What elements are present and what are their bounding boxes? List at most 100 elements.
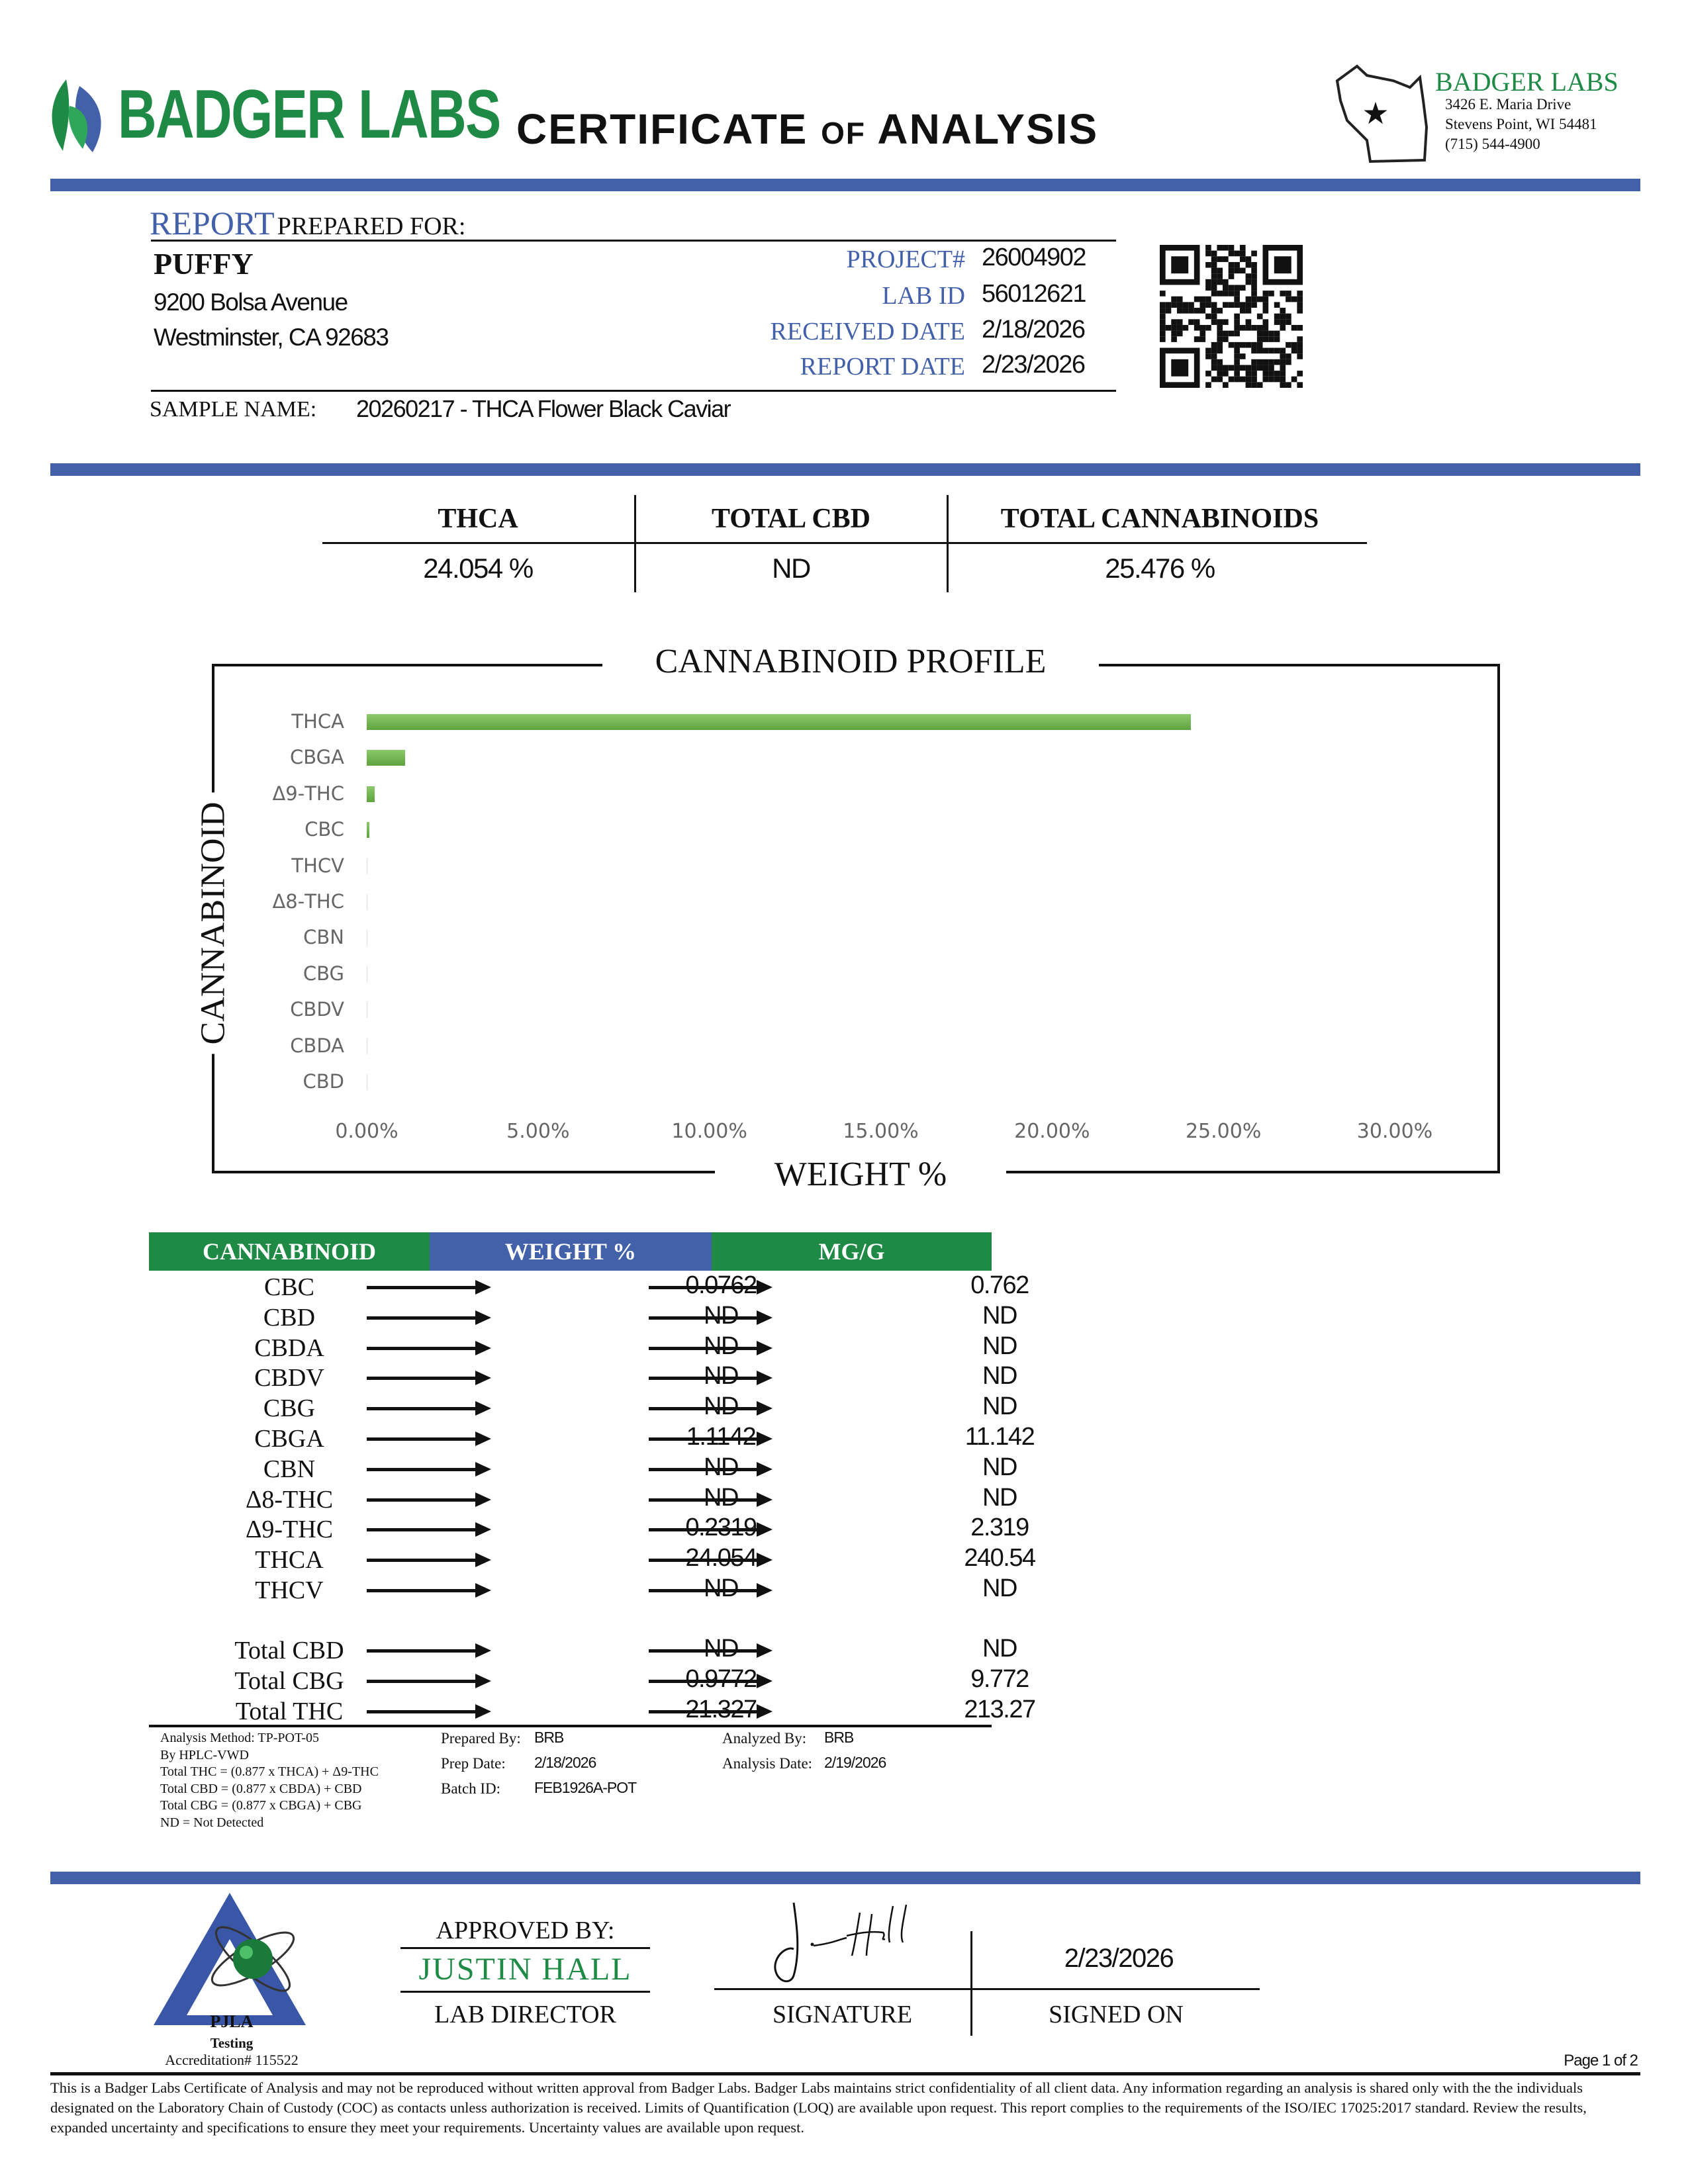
mg-value: ND (982, 1392, 1017, 1421)
weight-value: 0.2319 (685, 1514, 757, 1542)
arrow-icon (649, 1522, 773, 1537)
arrow-icon (649, 1461, 773, 1477)
mg-value: 0.762 (970, 1271, 1029, 1299)
mg-value: ND (982, 1453, 1017, 1481)
prepared-by-label: Prepared By: (441, 1730, 521, 1747)
received-date-label: RECEIVED DATE (770, 318, 965, 345)
approved-by-label: APPROVED BY: (436, 1917, 615, 1944)
table-row: Δ9-THC 0.2319 2.319 (149, 1514, 1029, 1545)
summary-thca-value: 24.054 % (423, 553, 534, 584)
divider (400, 1991, 650, 1993)
wisconsin-map-icon: ★ (1335, 64, 1429, 163)
arrow-icon (367, 1553, 491, 1568)
header-mg-g: MG/G (712, 1232, 992, 1271)
method-note: ND = Not Detected (160, 1815, 264, 1830)
weight-value: 0.0762 (685, 1271, 757, 1299)
signature-label: SIGNATURE (772, 2001, 913, 2028)
page-number: Page 1 of 2 (1564, 2052, 1638, 2070)
divider (714, 1988, 1260, 1990)
divider (50, 2072, 1640, 2075)
arrow-icon (649, 1704, 773, 1719)
cannabinoid-name: Δ9-THC (245, 1516, 334, 1544)
cannabinoid-name: CBG (263, 1394, 316, 1423)
table-row: CBDA ND ND (149, 1332, 1017, 1363)
divider (970, 1931, 972, 2036)
method-note: Analysis Method: TP-POT-05 (160, 1731, 320, 1745)
summary-total-cbd-label: TOTAL CBD (711, 504, 871, 534)
x-tick-label: 0.00% (335, 1120, 399, 1143)
arrow-icon (649, 1371, 773, 1386)
qr-code[interactable] (1158, 245, 1304, 388)
mg-value: 9.772 (970, 1664, 1029, 1693)
lab-name: BADGER LABS (1435, 67, 1618, 97)
table-row: CBGA 1.1142 11.142 (149, 1423, 1035, 1454)
weight-value: ND (704, 1574, 739, 1602)
cannabinoid-name: Total CBD (234, 1637, 344, 1664)
cannabinoid-name: Total CBG (234, 1666, 344, 1695)
category-label: Δ8-THC (272, 890, 344, 913)
summary-thca-label: THCA (438, 504, 518, 534)
signature-image (774, 1902, 908, 1983)
arrow-icon (649, 1583, 773, 1598)
prepared-for-label: PREPARED FOR: (277, 212, 466, 240)
category-label: THCV (291, 854, 344, 877)
batch-id-label: Batch ID: (441, 1780, 501, 1797)
arrow-icon (367, 1280, 491, 1295)
title-part1: CERTIFICATE (516, 105, 808, 153)
bar (367, 822, 369, 839)
analysis-date-label: Analysis Date: (722, 1755, 813, 1772)
bar (367, 714, 1192, 730)
arrow-icon (367, 1583, 491, 1598)
lab-address2: Stevens Point, WI 54481 (1445, 116, 1597, 132)
arrow-icon (649, 1340, 773, 1355)
logo-text: BADGER LABS (118, 76, 501, 153)
divider (400, 1947, 650, 1949)
x-tick-label: 25.00% (1185, 1120, 1262, 1143)
table-row: Total CBD ND ND (149, 1635, 1017, 1666)
divider (634, 495, 636, 592)
table-row: CBG ND ND (149, 1393, 1018, 1424)
report-date-value: 2/23/2026 (982, 351, 1086, 379)
x-tick-label: 30.00% (1356, 1120, 1433, 1143)
cannabinoid-name: CBN (263, 1455, 316, 1483)
client-city: Westminster, CA 92683 (154, 324, 389, 351)
mg-value: 213.27 (964, 1695, 1036, 1723)
table-row: CBDV ND ND (149, 1363, 1017, 1393)
weight-value: ND (704, 1635, 739, 1662)
lab-id-value: 56012621 (982, 280, 1087, 308)
arrow-icon (367, 1371, 491, 1386)
document-title: CERTIFICATE OF ANALYSIS (516, 105, 1098, 154)
bar (367, 750, 405, 766)
category-label: CBGA (290, 746, 344, 769)
category-label: THCA (291, 710, 344, 733)
sample-name-label: SAMPLE NAME: (150, 397, 317, 422)
signed-date: 2/23/2026 (1064, 1944, 1174, 1973)
chart-ylabel: CANNABINOID (193, 792, 233, 1054)
weight-value: ND (704, 1332, 739, 1360)
mg-value: ND (982, 1483, 1017, 1512)
approver-role: LAB DIRECTOR (434, 2001, 616, 2028)
weight-value: 21.327 (685, 1695, 757, 1723)
table-row: CBN ND ND (149, 1454, 1018, 1484)
chart-frame (212, 664, 1500, 1173)
x-tick-label: 5.00% (506, 1120, 570, 1143)
bar (367, 786, 375, 802)
category-label: CBN (303, 926, 344, 949)
cannabinoid-name: CBGA (254, 1425, 324, 1453)
method-note: By HPLC-VWD (160, 1747, 249, 1762)
signed-on-label: SIGNED ON (1049, 2001, 1184, 2028)
mg-value: 11.142 (964, 1423, 1035, 1451)
weight-value: 1.1142 (686, 1423, 757, 1451)
cannabinoid-name: Total THC (235, 1697, 344, 1725)
x-tick-label: 20.00% (1014, 1120, 1090, 1143)
arrow-icon (367, 1461, 491, 1477)
chart-title: CANNABINOID PROFILE (602, 642, 1099, 681)
project-label: PROJECT# (846, 246, 965, 273)
cannabinoid-name: CBD (263, 1303, 316, 1332)
prepared-by: BRB (534, 1729, 564, 1746)
analysis-date: 2/19/2026 (824, 1754, 886, 1771)
method-note: Total CBD = (0.877 x CBDA) + CBD (160, 1781, 362, 1796)
x-tick-label: 10.00% (671, 1120, 747, 1143)
cannabinoid-name: CBDV (254, 1364, 324, 1392)
category-label: CBD (303, 1070, 344, 1093)
